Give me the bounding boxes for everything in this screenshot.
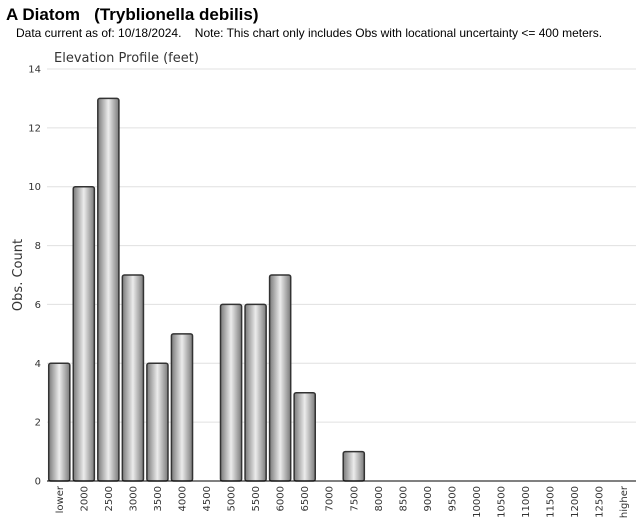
bar bbox=[97, 97, 120, 482]
x-tick-label: 8000 bbox=[374, 486, 385, 511]
y-tick-label: 2 bbox=[35, 418, 41, 429]
data-note: Data current as of: 10/18/2024. Note: Th… bbox=[16, 26, 603, 40]
x-tick-label: 10500 bbox=[497, 486, 508, 518]
x-tick-label: 11000 bbox=[521, 486, 532, 518]
x-tick-label: 9500 bbox=[447, 486, 458, 511]
x-tick-label: 10000 bbox=[472, 486, 483, 518]
x-tick-label: 12000 bbox=[570, 486, 581, 518]
x-tick-label: 2000 bbox=[79, 486, 90, 511]
x-tick-label: 3500 bbox=[153, 486, 164, 511]
bar bbox=[293, 391, 316, 482]
x-tick-label: 8500 bbox=[398, 486, 409, 511]
x-tick-label: 11500 bbox=[546, 486, 557, 518]
chart-title: A Diatom (Tryblionella debilis) bbox=[6, 5, 259, 24]
bars bbox=[47, 97, 366, 482]
bar bbox=[121, 274, 145, 482]
bar bbox=[47, 362, 71, 482]
x-tick-label: 6000 bbox=[276, 486, 287, 511]
x-tick-label: higher bbox=[619, 485, 630, 518]
x-tick-label: lower bbox=[55, 485, 66, 513]
gridlines bbox=[47, 68, 636, 423]
y-axis-label: Obs. Count bbox=[11, 239, 26, 311]
bar bbox=[244, 303, 267, 482]
y-tick-label: 0 bbox=[35, 477, 41, 488]
y-axis-ticks: 0 2 4 6 8 10 12 14 bbox=[28, 65, 41, 488]
y-tick-label: 14 bbox=[28, 65, 41, 76]
bar bbox=[268, 274, 292, 482]
bar bbox=[170, 333, 194, 482]
x-tick-label: 2500 bbox=[104, 486, 115, 511]
x-tick-label: 5000 bbox=[227, 486, 238, 511]
bar bbox=[219, 303, 243, 482]
y-tick-label: 10 bbox=[28, 182, 41, 193]
plot-title: Elevation Profile (feet) bbox=[54, 51, 199, 66]
x-axis-ticks: lower 2000 2500 3000 3500 4000 4500 5000 5500 600… bbox=[55, 485, 630, 518]
bar bbox=[72, 185, 96, 482]
bar bbox=[342, 450, 366, 482]
x-tick-label: 6500 bbox=[300, 486, 311, 511]
y-tick-label: 6 bbox=[35, 300, 41, 311]
x-tick-label: 3000 bbox=[128, 486, 139, 511]
y-tick-label: 8 bbox=[35, 241, 41, 252]
y-tick-label: 4 bbox=[35, 359, 41, 370]
y-tick-label: 12 bbox=[28, 123, 41, 134]
x-tick-label: 9000 bbox=[423, 486, 434, 511]
x-tick-label: 4500 bbox=[202, 486, 213, 511]
x-tick-label: 12500 bbox=[595, 486, 606, 518]
bar bbox=[146, 362, 169, 482]
x-tick-label: 4000 bbox=[177, 486, 188, 511]
x-tick-label: 7000 bbox=[325, 486, 336, 511]
x-tick-label: 5500 bbox=[251, 486, 262, 511]
x-tick-label: 7500 bbox=[349, 486, 360, 511]
